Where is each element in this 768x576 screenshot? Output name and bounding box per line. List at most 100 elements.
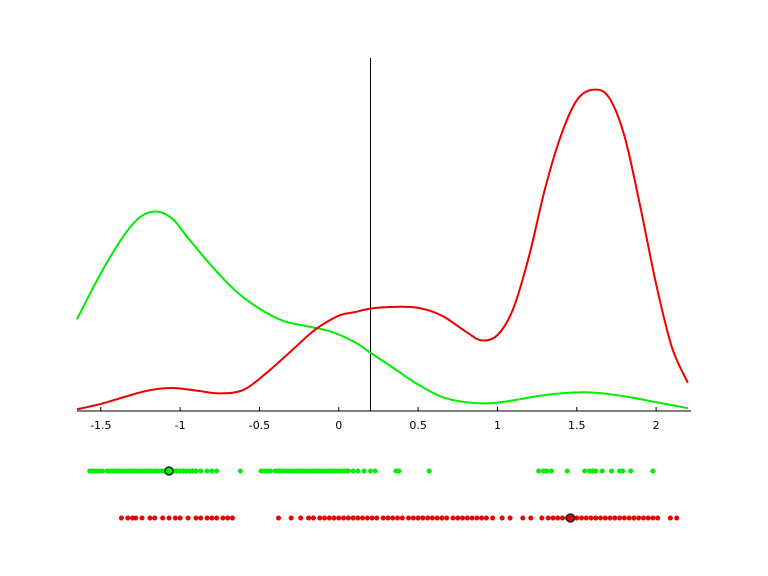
rug-point bbox=[559, 515, 566, 521]
rug-point bbox=[298, 515, 304, 521]
rug-point bbox=[345, 515, 351, 521]
x-tick-label: -0.5 bbox=[249, 419, 270, 432]
rug-point bbox=[425, 515, 431, 521]
plot-area: -1.5 -1 -0.5 0 0.5 1 1.5 2 bbox=[76, 58, 691, 523]
rug-point bbox=[602, 515, 608, 521]
rug-point bbox=[367, 468, 374, 474]
rug-point bbox=[588, 515, 594, 521]
rug-point bbox=[361, 468, 367, 474]
rug-point bbox=[434, 515, 440, 521]
rug-point bbox=[539, 515, 545, 521]
rug-point bbox=[469, 515, 475, 521]
rug-point bbox=[214, 515, 220, 521]
rug-point bbox=[133, 515, 139, 521]
rug-point bbox=[355, 468, 361, 474]
rug-point bbox=[617, 515, 623, 521]
rug-point bbox=[645, 515, 651, 521]
rug-point bbox=[583, 515, 589, 521]
rug-point bbox=[152, 515, 158, 521]
rug-point bbox=[507, 515, 513, 521]
rug-point bbox=[415, 515, 421, 521]
rug-point bbox=[582, 468, 588, 474]
rug-point bbox=[317, 515, 323, 521]
rug-point bbox=[326, 515, 332, 521]
rug-point bbox=[455, 515, 461, 521]
rug-point bbox=[220, 515, 226, 521]
rug-point bbox=[620, 468, 626, 474]
rug-point bbox=[479, 515, 485, 521]
rug-point bbox=[544, 468, 550, 474]
rug-point bbox=[439, 515, 445, 521]
rug-point bbox=[490, 515, 496, 521]
rug-highlight-point bbox=[565, 513, 576, 523]
rug-point bbox=[550, 515, 556, 521]
rug-point bbox=[599, 468, 605, 474]
rug-point bbox=[185, 515, 191, 521]
rug-point bbox=[607, 515, 613, 521]
rug-point bbox=[390, 515, 396, 521]
rug-point bbox=[609, 468, 615, 474]
density-curve-2 bbox=[76, 88, 689, 411]
rug-point bbox=[548, 468, 554, 474]
rug-point bbox=[612, 515, 618, 521]
rug-point bbox=[450, 515, 456, 521]
density-curve-1 bbox=[76, 210, 689, 410]
rug-point bbox=[520, 515, 526, 521]
rug-point bbox=[350, 468, 356, 474]
rug-point bbox=[331, 515, 337, 521]
rug-point bbox=[636, 515, 642, 521]
rug-point bbox=[650, 468, 656, 474]
rug-point bbox=[193, 468, 199, 474]
rug-point bbox=[444, 515, 450, 521]
rug-point bbox=[626, 515, 632, 521]
x-tick-label: 2 bbox=[653, 419, 660, 432]
rug-point bbox=[204, 468, 210, 474]
rug-point bbox=[172, 515, 178, 521]
x-tick-label: 1.5 bbox=[568, 419, 586, 432]
rug-point bbox=[593, 468, 599, 474]
x-tick-label: -1 bbox=[175, 419, 186, 432]
rug-point bbox=[275, 515, 282, 521]
rug-point bbox=[426, 468, 432, 474]
rug-point bbox=[306, 515, 312, 521]
rug-point bbox=[420, 515, 426, 521]
rug-point bbox=[474, 515, 480, 521]
rug-point bbox=[598, 515, 604, 521]
rug-point bbox=[345, 468, 351, 474]
rug-point bbox=[640, 515, 646, 521]
rug-point bbox=[396, 468, 402, 474]
x-tick-label: 1 bbox=[494, 419, 501, 432]
rug-point bbox=[399, 515, 405, 521]
rug-point bbox=[160, 515, 166, 521]
rug-point bbox=[380, 515, 386, 521]
rug-point bbox=[237, 468, 243, 474]
rug-point bbox=[166, 515, 172, 521]
rug-point bbox=[674, 515, 680, 521]
rug-point bbox=[394, 515, 401, 521]
rug-point bbox=[410, 515, 416, 521]
rug-point bbox=[204, 515, 210, 521]
rug-point bbox=[374, 515, 380, 521]
rug-point bbox=[578, 515, 585, 521]
rug-point bbox=[177, 515, 183, 521]
rug-point bbox=[288, 515, 294, 521]
rug-point bbox=[372, 468, 378, 474]
rug-point bbox=[147, 515, 153, 521]
rug-point bbox=[198, 468, 204, 474]
rug-point bbox=[564, 468, 570, 474]
rug-point bbox=[459, 515, 466, 521]
rug-point bbox=[655, 515, 661, 521]
rug-point bbox=[350, 515, 356, 521]
rug-point bbox=[209, 468, 215, 474]
x-tick-label: -1.5 bbox=[90, 419, 111, 432]
rug-point bbox=[198, 515, 204, 521]
rug-point bbox=[99, 468, 105, 474]
rug-point bbox=[321, 515, 328, 521]
rug-point bbox=[364, 515, 370, 521]
rug-point bbox=[406, 515, 412, 521]
rug-point bbox=[499, 515, 505, 521]
rug-point bbox=[650, 515, 656, 521]
rug-point bbox=[545, 515, 551, 521]
x-tick-label: 0 bbox=[335, 419, 342, 432]
rug-point bbox=[528, 515, 534, 521]
